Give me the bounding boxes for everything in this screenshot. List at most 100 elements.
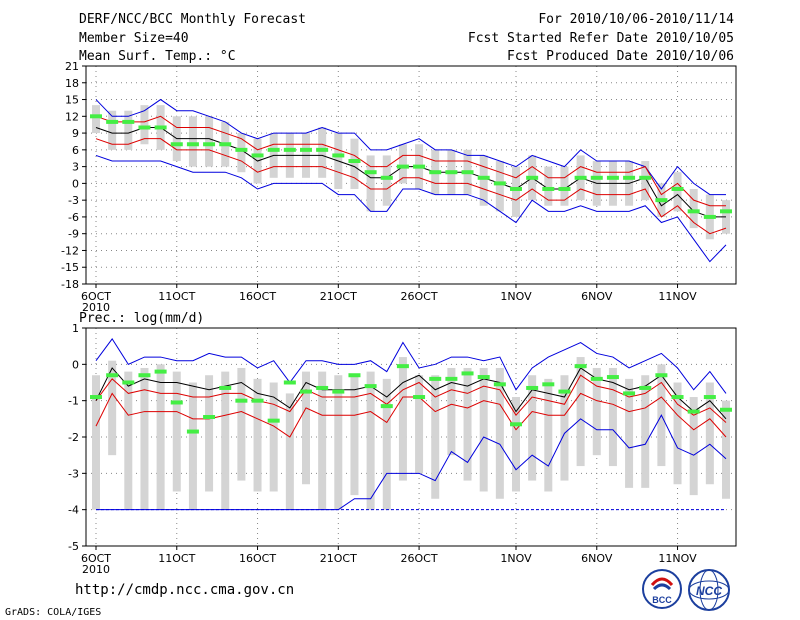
prec-ytick-label: -5 [68, 540, 79, 553]
temp-observation-marker [703, 214, 716, 219]
temp-range-bar [108, 110, 117, 150]
prec-range-bar [608, 367, 617, 467]
temp-range-bar [366, 155, 375, 212]
prec-range-bar [576, 357, 585, 467]
temp-ytick-label: -15 [61, 261, 79, 274]
prec-observation-marker [90, 395, 102, 400]
prec-upper-band-line [95, 338, 727, 394]
temp-ytick-label: -3 [68, 194, 79, 207]
temp-observation-marker [671, 186, 684, 191]
temp-range-bar [318, 127, 327, 178]
temp-plot-frame [85, 65, 737, 285]
prec-observation-marker [235, 398, 248, 403]
prec-xtick-label: 6OCT [81, 552, 111, 565]
prec-observation-marker [510, 422, 522, 427]
temp-observation-marker [106, 119, 119, 124]
prec-ytick-label: -4 [68, 504, 79, 517]
prec-plot-frame [85, 327, 737, 547]
prec-observation-marker [590, 376, 603, 381]
prec-observation-marker [106, 373, 119, 378]
prec-observation-marker [267, 418, 280, 423]
prec-observation-marker [154, 369, 167, 374]
temp-observation-marker [122, 119, 135, 124]
prec-observation-marker [493, 382, 506, 387]
prec-range-bar [705, 382, 714, 485]
precip-title: Prec.: log(mm/d) [79, 311, 205, 326]
temp-observation-marker [203, 142, 216, 147]
prec-range-bar [156, 364, 165, 510]
temp-observation-marker [493, 181, 506, 186]
prec-xtick-label: 16OCT [239, 552, 276, 565]
temp-observation-marker [396, 164, 409, 169]
temp-xtick-label: 21OCT [320, 290, 357, 303]
grads-credit: GrADS: COLA/IGES [5, 607, 102, 618]
prec-range-bar [415, 375, 424, 474]
temp-observation-marker [558, 186, 571, 191]
prec-range-bar [512, 397, 520, 492]
temp-ytick-label: 6 [72, 144, 79, 157]
prec-xtick-label: 21OCT [320, 552, 357, 565]
temp-observation-marker [348, 159, 361, 164]
svg-text:BCC: BCC [652, 595, 672, 605]
prec-observation-marker [380, 404, 393, 409]
temp-observation-marker [154, 125, 167, 130]
prec-range-bar [431, 375, 440, 499]
temp-ytick-label: -12 [61, 244, 79, 257]
prec-year-label: 2010 [82, 563, 110, 576]
prec-range-bar [108, 360, 117, 456]
forecast-produced-date: Fcst Produced Date 2010/10/06 [507, 49, 734, 64]
temp-observation-marker [316, 147, 329, 152]
temp-ytick-label: -18 [61, 278, 79, 291]
prec-range-bar [722, 400, 730, 499]
prec-observation-marker [461, 371, 474, 376]
temp-observation-marker [590, 175, 603, 180]
temp-range-bar [205, 116, 214, 167]
prec-range-bar [495, 367, 504, 499]
chart-title: DERF/NCC/BCC Monthly Forecast [79, 12, 306, 27]
prec-range-bar [221, 371, 230, 510]
prec-observation-marker [720, 407, 732, 412]
prec-observation-marker [687, 409, 700, 414]
prec-range-bar [641, 375, 650, 488]
temp-upper-band-line [95, 98, 726, 196]
temp-observation-marker [251, 153, 264, 158]
prec-range-bar [253, 378, 262, 492]
temp-observation-marker [380, 175, 393, 180]
prec-observation-marker [364, 384, 377, 389]
temp-observation-marker [186, 142, 199, 147]
prec-observation-marker [558, 389, 571, 394]
prec-xtick-label: 11OCT [158, 552, 195, 565]
temp-ytick-label: 12 [65, 110, 79, 123]
prec-ytick-label: -3 [68, 467, 79, 480]
prec-range-bar [350, 375, 359, 496]
temp-observation-marker [364, 170, 377, 175]
prec-range-bar [92, 375, 100, 510]
prec-observation-marker [623, 391, 636, 396]
prec-observation-marker [186, 429, 199, 434]
temp-observation-marker [283, 147, 296, 152]
prec-range-bar [479, 367, 488, 492]
prec-range-bar [398, 357, 407, 481]
temp-ytick-label: 0 [72, 177, 79, 190]
temp-ytick-label: 21 [65, 60, 79, 73]
temp-observation-marker [90, 114, 102, 119]
temp-observation-marker [413, 164, 426, 169]
prec-range-bar [625, 378, 634, 488]
ncc-logo: NCC [686, 568, 732, 612]
temp-year-label: 2010 [82, 301, 110, 314]
source-url[interactable]: http://cmdp.ncc.cma.gov.cn [75, 582, 295, 598]
temp-observation-marker [445, 170, 458, 175]
temp-observation-marker [267, 147, 280, 152]
prec-xtick-label: 26OCT [401, 552, 438, 565]
prec-observation-marker [283, 380, 296, 385]
temp-xtick-label: 1NOV [500, 290, 532, 303]
prec-range-bar [382, 378, 391, 510]
prec-observation-marker [219, 385, 232, 390]
temp-range-bar [92, 105, 100, 134]
prec-observation-marker [348, 373, 361, 378]
prec-range-bar [673, 382, 682, 485]
prec-range-bar [366, 371, 375, 510]
temp-ytick-label: 15 [65, 94, 79, 107]
temp-observation-marker [219, 142, 232, 147]
